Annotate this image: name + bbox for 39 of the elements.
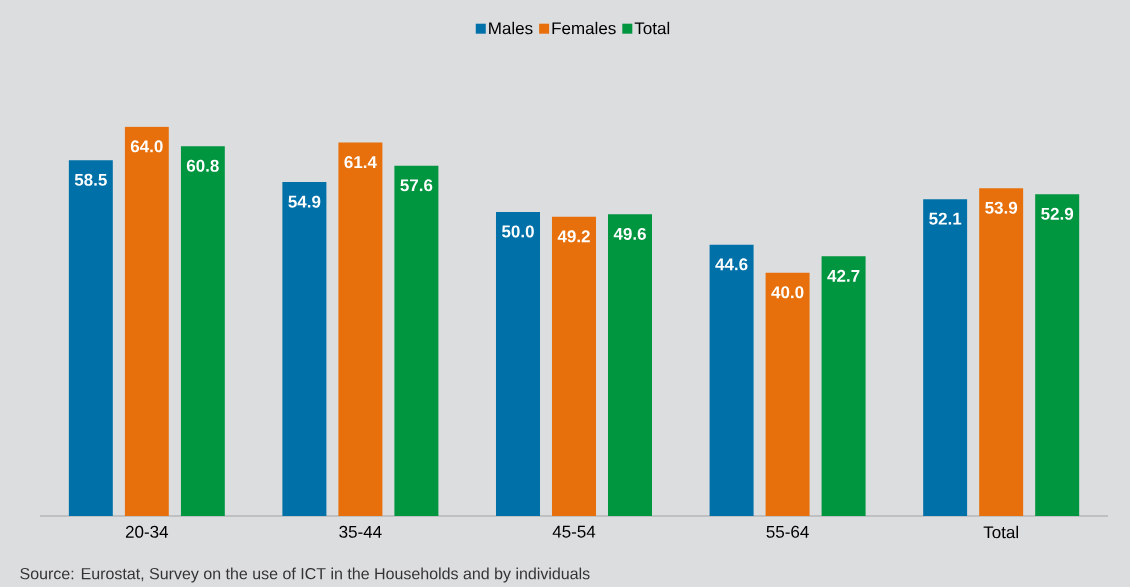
data-label: 50.0 [501, 225, 534, 238]
bar [1035, 194, 1080, 516]
data-label: 58.5 [74, 173, 107, 186]
data-label: 64.0 [130, 140, 163, 153]
data-label: 57.6 [400, 179, 433, 192]
x-tick-label: 20-34 [125, 525, 169, 538]
legend-label: Females [552, 21, 616, 35]
bar [765, 272, 810, 516]
data-label: 60.8 [186, 159, 219, 172]
data-label: 49.2 [557, 230, 590, 243]
bar [821, 256, 866, 516]
bar [979, 188, 1024, 516]
bar [551, 216, 596, 516]
bar [923, 199, 968, 516]
data-label: 42.7 [827, 269, 860, 282]
legend-label: Total [634, 21, 670, 35]
source-note: Source: Eurostat, Survey on the use of ICT in the Households and by individuals [20, 567, 590, 583]
bar [607, 214, 652, 516]
data-label: 54.9 [288, 195, 321, 208]
data-label: 44.6 [715, 258, 748, 271]
data-label: 53.9 [985, 201, 1018, 214]
x-tick-label: 45-54 [552, 525, 596, 538]
x-tick-label: 35-44 [339, 525, 382, 538]
bar [495, 211, 540, 516]
bar [338, 142, 383, 516]
data-label: 49.6 [613, 227, 646, 240]
data-label: 40.0 [771, 286, 804, 299]
bar [394, 165, 439, 516]
x-tick-label: Total [983, 525, 1019, 539]
legend-label: Males [489, 21, 533, 35]
x-tick-label: 55-64 [766, 525, 809, 538]
bar [180, 146, 225, 516]
bar [124, 126, 169, 516]
bar [709, 244, 754, 516]
data-label: 61.4 [344, 156, 377, 169]
bar [282, 182, 327, 516]
bar [68, 160, 113, 516]
data-label: 52.9 [1041, 207, 1074, 220]
data-label: 52.1 [929, 212, 962, 225]
